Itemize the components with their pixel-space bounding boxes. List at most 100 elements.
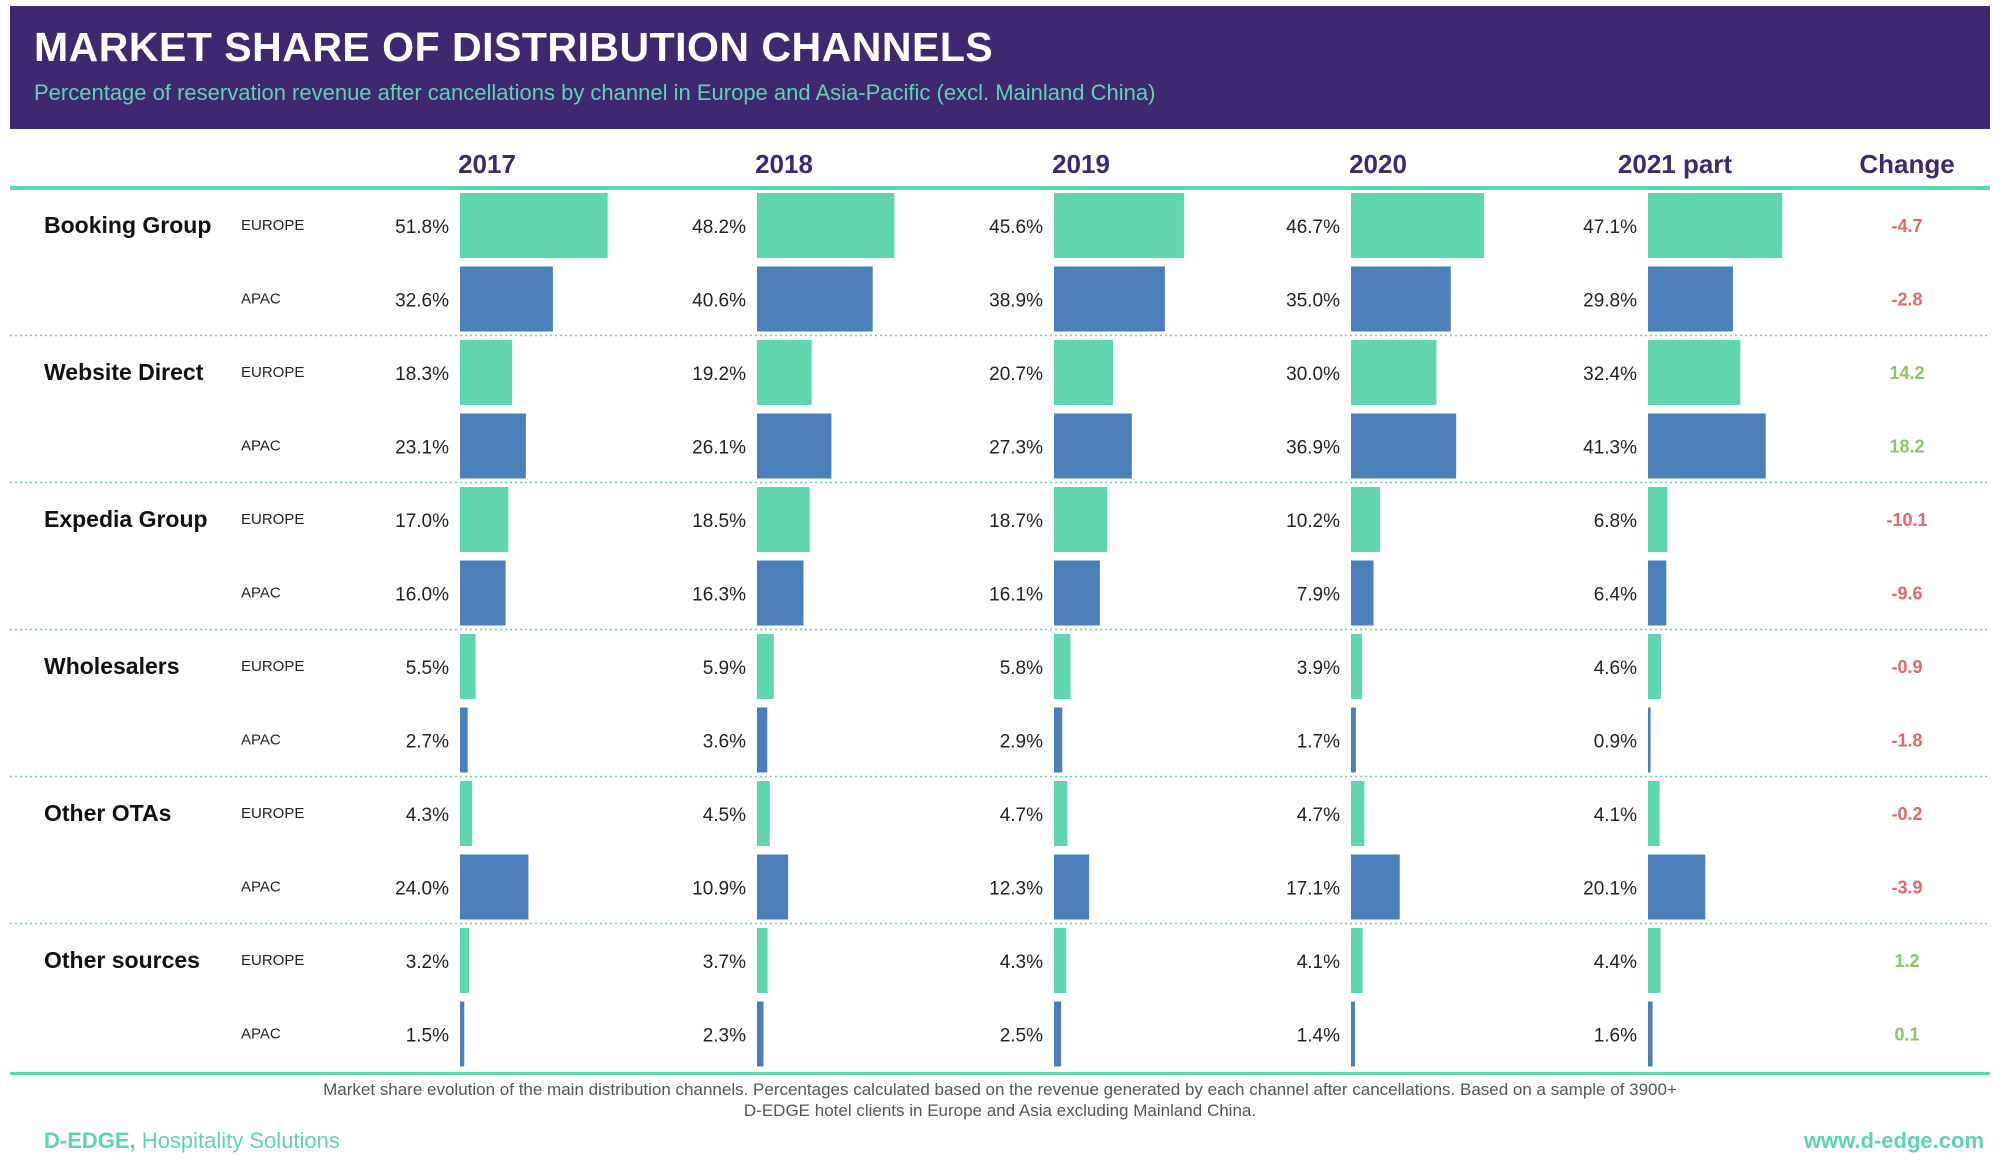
bar (1351, 634, 1363, 699)
channel-label: Booking Group (44, 212, 211, 238)
top-rule (10, 186, 1990, 190)
bar (1054, 266, 1165, 332)
region-label: EUROPE (241, 511, 304, 528)
bar (757, 781, 770, 846)
bar (757, 487, 810, 552)
value-label: 10.2% (1286, 511, 1340, 532)
bar (757, 340, 812, 405)
bar (757, 560, 804, 626)
bar (757, 854, 789, 920)
value-label: 6.4% (1594, 585, 1637, 606)
bar (1648, 560, 1667, 626)
bar (460, 854, 529, 920)
bar (1648, 854, 1706, 920)
bar (1351, 854, 1400, 920)
value-label: 36.9% (1286, 438, 1340, 459)
value-label: 5.5% (406, 658, 449, 679)
value-label: 32.6% (395, 291, 449, 312)
region-label: APAC (241, 1026, 281, 1043)
column-header: 2018 (755, 149, 813, 179)
value-label: 16.3% (692, 585, 746, 606)
bar (1351, 560, 1374, 626)
change-value: 0.1 (1894, 1025, 1919, 1045)
value-label: 12.3% (989, 879, 1043, 900)
value-label: 45.6% (989, 217, 1043, 238)
value-label: 40.6% (692, 291, 746, 312)
column-header: 2020 (1349, 149, 1407, 179)
bar (1648, 1001, 1653, 1067)
value-label: 4.3% (1000, 952, 1043, 973)
bar (757, 413, 832, 479)
bar (1054, 854, 1090, 920)
chart-title: MARKET SHARE OF DISTRIBUTION CHANNELS (34, 24, 994, 70)
value-label: 4.6% (1594, 658, 1637, 679)
bar (460, 928, 470, 993)
change-header: Change (1859, 149, 1954, 179)
bar (460, 707, 468, 773)
value-label: 5.8% (1000, 658, 1043, 679)
bar (1054, 413, 1132, 479)
change-value: -3.9 (1891, 878, 1922, 898)
value-label: 27.3% (989, 438, 1043, 459)
bar (460, 1001, 465, 1067)
bar (1351, 266, 1451, 332)
website-link[interactable]: www.d-edge.com (1803, 1128, 1984, 1153)
value-label: 2.9% (1000, 732, 1043, 753)
bar (757, 193, 895, 258)
bar (1648, 193, 1783, 258)
change-value: 14.2 (1889, 363, 1924, 383)
value-label: 10.9% (692, 879, 746, 900)
region-label: EUROPE (241, 952, 304, 969)
value-label: 3.7% (703, 952, 746, 973)
value-label: 6.8% (1594, 511, 1637, 532)
value-label: 4.7% (1000, 805, 1043, 826)
bar (757, 634, 774, 699)
value-label: 0.9% (1594, 732, 1637, 753)
bar (1351, 340, 1437, 405)
bar (1054, 560, 1100, 626)
channel-label: Other sources (44, 947, 200, 973)
bar (460, 193, 608, 258)
bar (1351, 928, 1363, 993)
value-label: 1.7% (1297, 732, 1340, 753)
value-label: 17.0% (395, 511, 449, 532)
column-header: 2017 (458, 149, 516, 179)
value-label: 3.9% (1297, 658, 1340, 679)
change-value: -10.1 (1886, 510, 1927, 530)
change-value: 18.2 (1889, 437, 1924, 457)
value-label: 23.1% (395, 438, 449, 459)
value-label: 48.2% (692, 217, 746, 238)
value-label: 7.9% (1297, 585, 1340, 606)
value-label: 47.1% (1583, 217, 1637, 238)
value-label: 35.0% (1286, 291, 1340, 312)
bar (1054, 487, 1108, 552)
bar (1351, 781, 1365, 846)
channel-label: Wholesalers (44, 653, 180, 679)
bar (1648, 707, 1651, 773)
market-share-chart: 2017 2018 2019 2020 2021 part Change Booking G… (10, 149, 1990, 1075)
bar (1054, 193, 1184, 258)
bar (757, 266, 873, 332)
value-label: 1.5% (406, 1026, 449, 1047)
bar (1351, 487, 1381, 552)
bar (1054, 340, 1113, 405)
bar (460, 413, 526, 479)
value-label: 5.9% (703, 658, 746, 679)
region-label: EUROPE (241, 658, 304, 675)
header-banner (10, 6, 1990, 129)
bar (757, 1001, 764, 1067)
bar (1648, 928, 1661, 993)
footnote-line-2: D-EDGE hotel clients in Europe and Asia … (743, 1101, 1257, 1120)
region-label: APAC (241, 291, 281, 308)
value-label: 19.2% (692, 364, 746, 385)
bar (460, 487, 509, 552)
channel-label: Other OTAs (44, 800, 171, 826)
value-label: 4.3% (406, 805, 449, 826)
change-value: -1.8 (1891, 731, 1922, 751)
region-label: APAC (241, 585, 281, 602)
bar (1054, 634, 1071, 699)
change-value: 1.2 (1894, 951, 1919, 971)
change-value: -0.2 (1891, 804, 1922, 824)
value-label: 46.7% (1286, 217, 1340, 238)
brand-label: D-EDGE, Hospitality Solutions (44, 1128, 340, 1154)
